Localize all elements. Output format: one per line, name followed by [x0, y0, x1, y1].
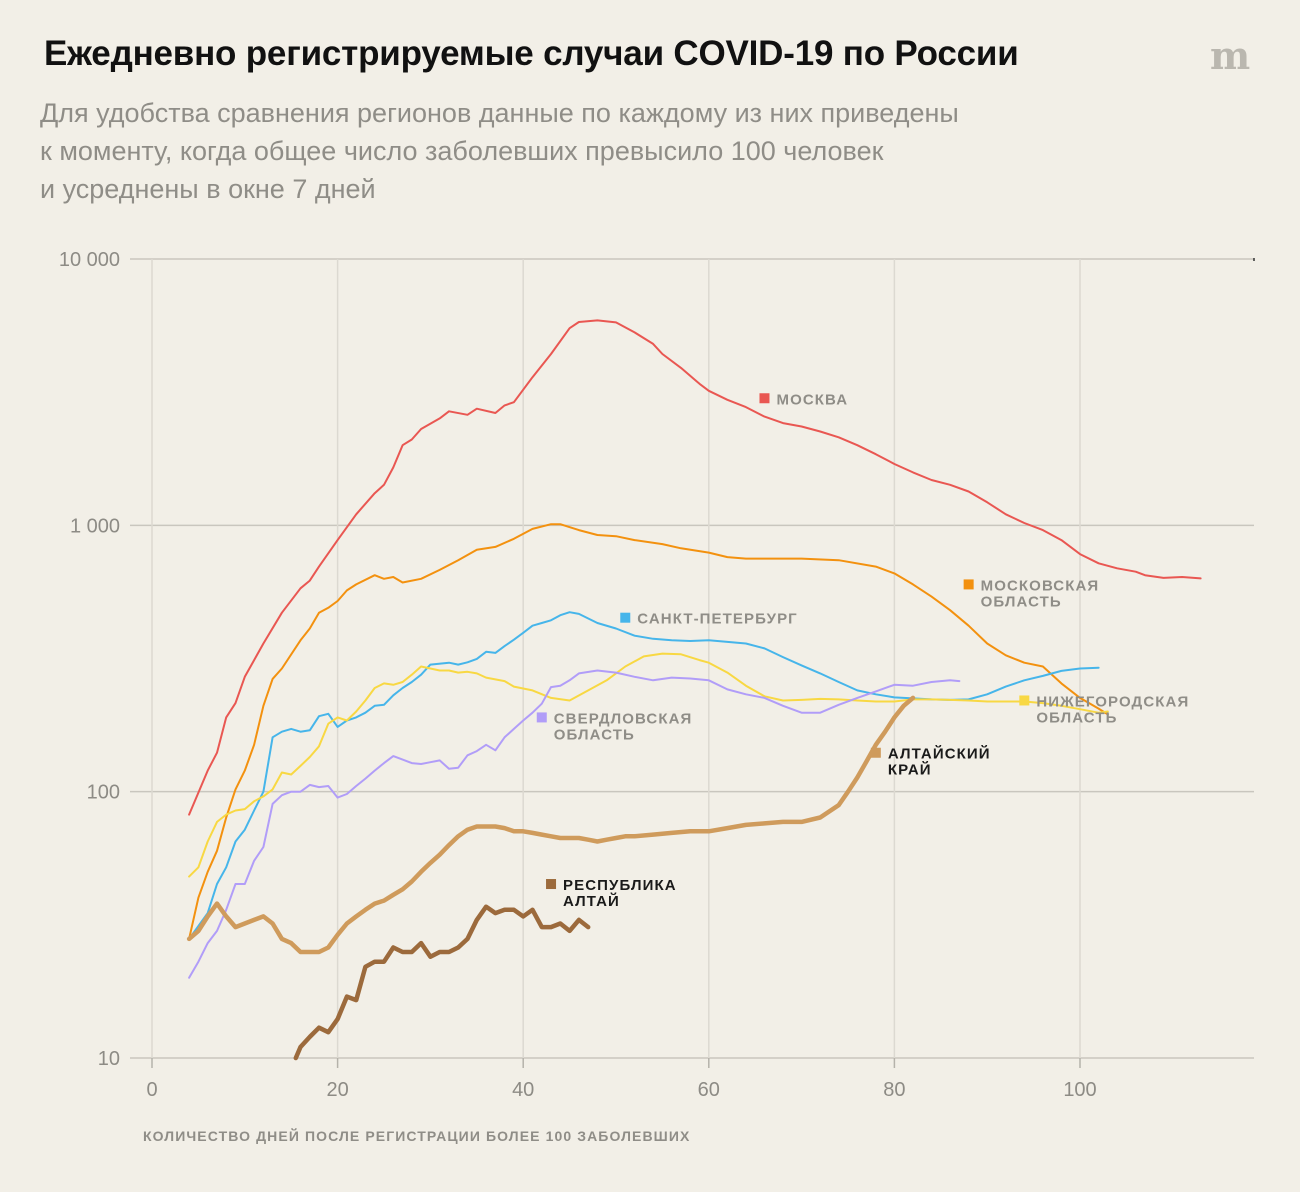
y-tick-label: 10 000	[59, 249, 120, 271]
x-axis: 0 20 40 60 80 100	[146, 1058, 1097, 1101]
series-line-нижегородская-область	[188, 652, 1109, 878]
legend-swatch	[870, 747, 881, 758]
x-tick-label: 20	[326, 1079, 348, 1101]
series-label: ОБЛАСТЬ	[981, 593, 1062, 610]
series-label: НИЖЕГОРОДСКАЯ	[1036, 693, 1189, 710]
x-tick-label: 0	[146, 1079, 157, 1101]
series-label: РЕСПУБЛИКА	[563, 877, 677, 894]
series-label: САНКТ-ПЕТЕРБУРГ	[637, 611, 798, 628]
grid	[130, 258, 1255, 1059]
legend-swatch	[963, 579, 974, 590]
series-line-свердловская-область	[188, 669, 961, 979]
series-label: КРАЙ	[888, 761, 932, 779]
series-labels: МОСКВАМОСКОВСКАЯОБЛАСТЬСАНКТ-ПЕТЕРБУРГНИ…	[536, 391, 1189, 910]
series-group	[186, 319, 1202, 1061]
series-line-московская-область	[188, 523, 1109, 940]
series-line-алтайский-край	[186, 695, 916, 955]
legend-swatch	[759, 393, 770, 404]
legend-swatch	[1019, 695, 1030, 706]
x-axis-label: КОЛИЧЕСТВО ДНЕЙ ПОСЛЕ РЕГИСТРАЦИИ БОЛЕЕ …	[143, 1128, 691, 1144]
y-axis: 10 100 1 000 10 000	[59, 249, 120, 1070]
series-line-москва	[188, 319, 1202, 816]
subtitle-line-3: и усреднены в окне 7 дней	[40, 174, 376, 204]
x-tick-label: 80	[883, 1079, 905, 1101]
legend-swatch	[536, 712, 547, 723]
series-label: ОБЛАСТЬ	[1036, 709, 1117, 726]
series-label: ОБЛАСТЬ	[554, 726, 635, 743]
series-line-республика-алтай	[293, 904, 591, 1061]
subtitle-line-2: к моменту, когда общее число заболевших …	[40, 136, 884, 166]
y-tick-label: 100	[87, 782, 120, 804]
x-tick-label: 40	[512, 1079, 534, 1101]
legend-swatch	[546, 879, 557, 890]
meduza-logo: m	[1210, 33, 1251, 78]
series-label: АЛТАЙСКИЙ	[888, 745, 991, 763]
chart-title: Ежедневно регистрируемые случаи COVID-19…	[44, 34, 1019, 73]
series-label: СВЕРДЛОВСКАЯ	[554, 710, 693, 727]
legend-swatch	[620, 612, 631, 623]
x-tick-label: 100	[1063, 1079, 1096, 1101]
y-tick-label: 10	[98, 1048, 120, 1070]
series-line-санкт-петербург	[188, 611, 1100, 940]
series-label: МОСКВА	[776, 391, 848, 408]
subtitle-line-1: Для удобства сравнения регионов данные п…	[40, 98, 959, 128]
series-label: АЛТАЙ	[563, 892, 620, 910]
series-label: МОСКОВСКАЯ	[981, 577, 1100, 594]
x-tick-label: 60	[698, 1079, 720, 1101]
y-tick-label: 1 000	[70, 515, 120, 537]
